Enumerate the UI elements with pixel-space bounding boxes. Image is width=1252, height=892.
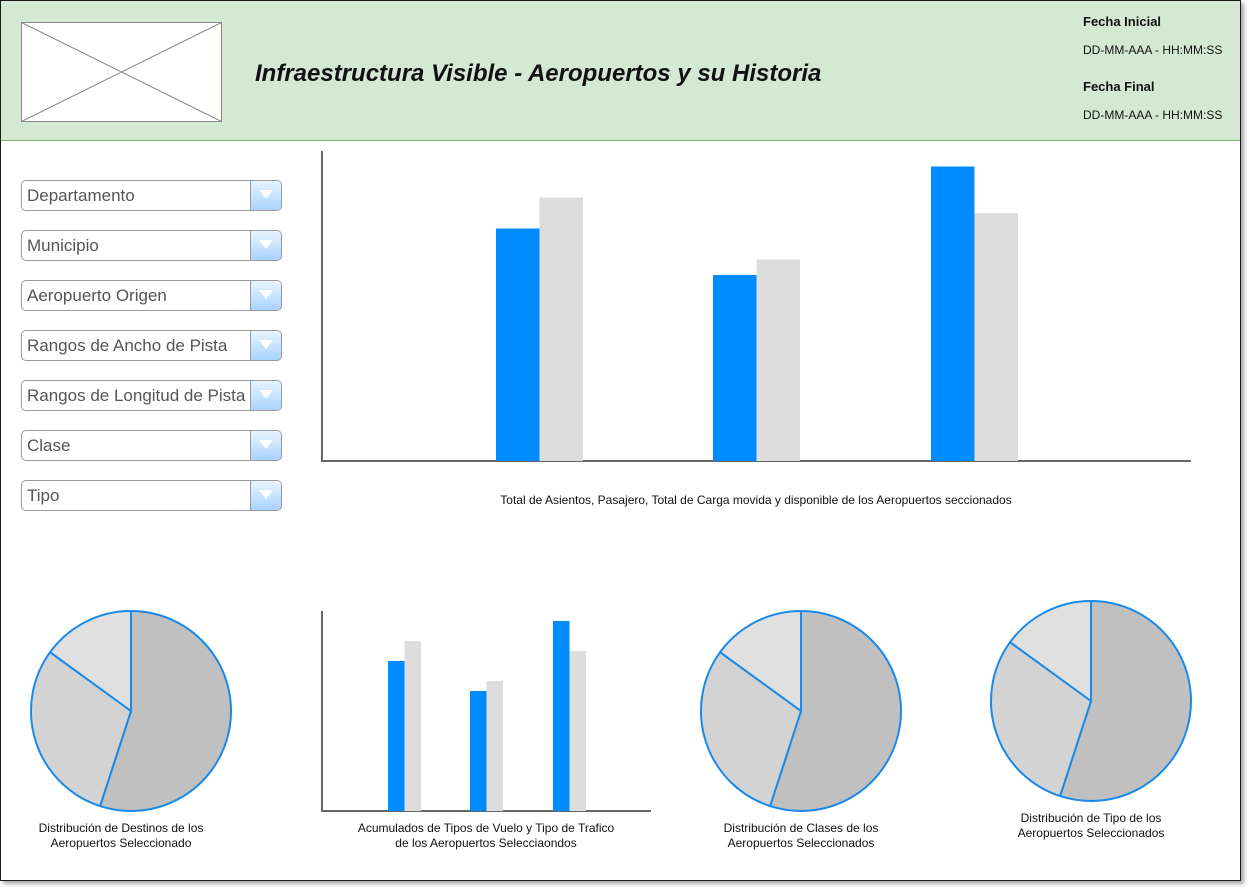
header-bar: Infraestructura Visible - Aeropuertos y …: [1, 1, 1240, 141]
clases-pie-slice-1: [768, 609, 902, 812]
tipo-pie-slice-3: [1008, 599, 1092, 703]
dropdown-label: Clase: [27, 436, 71, 455]
end-date-label: Fecha Final: [1083, 79, 1155, 94]
vuelo-bar-chart-bar-s2-c3: [569, 651, 586, 811]
vuelo-bar-chart-bar-s1-c3: [553, 621, 570, 811]
aeropuerto-origen-dropdown[interactable]: Aeropuerto Origen: [21, 280, 282, 311]
main-bar-chart-axis: [321, 151, 1191, 462]
charts-canvas: [30, 151, 1192, 812]
chevron-down-icon[interactable]: [250, 331, 281, 360]
dropdown-label: Tipo: [27, 486, 60, 505]
main-bar-chart-bar-s1-c3: [931, 166, 975, 461]
vuelo-bar-chart-bar-s1-c1: [388, 661, 405, 811]
clases-pie-caption: Distribución de Clases de los Aeropuerto…: [723, 821, 879, 850]
start-date-label: Fecha Inicial: [1083, 14, 1162, 29]
vuelo-bar-chart-bar-s2-c1: [404, 641, 421, 811]
chevron-down-icon[interactable]: [250, 381, 281, 410]
chevron-down-icon[interactable]: [250, 481, 281, 510]
tipo-pie-caption: Distribución de Tipo de los Aeropuertos …: [1017, 811, 1165, 840]
dropdown-label: Municipio: [27, 236, 99, 255]
municipio-dropdown[interactable]: Municipio: [21, 230, 282, 261]
dropdown-label: Rangos de Longitud de Pista: [27, 386, 246, 405]
app-window: Infraestructura Visible - Aeropuertos y …: [0, 0, 1241, 881]
clases-pie-slice-2: [700, 650, 803, 808]
main-bar-chart-bar-s2-c1: [539, 197, 583, 461]
chevron-down-icon[interactable]: [250, 181, 281, 210]
chevron-down-icon[interactable]: [250, 431, 281, 460]
tipo-pie-slice-2: [990, 640, 1093, 798]
vuelo-bar-chart-axis: [321, 611, 651, 812]
vuelo-bar-chart-bar-s1-c2: [470, 691, 487, 811]
departamento-dropdown[interactable]: Departamento: [21, 180, 282, 211]
destinos-pie-slice-3: [48, 609, 132, 713]
destinos-pie-slice-1: [98, 609, 232, 812]
ancho-pista-dropdown[interactable]: Rangos de Ancho de Pista: [21, 330, 282, 361]
vuelo-bar-chart-caption: Acumulados de Tipos de Vuelo y Tipo de T…: [357, 821, 615, 850]
tipo-pie-slice-1: [1058, 599, 1192, 802]
image-placeholder-icon: [21, 22, 222, 122]
clases-pie-slice-3: [718, 609, 802, 713]
main-bar-chart-bar-s2-c3: [974, 213, 1018, 461]
main-bar-chart-caption: Total de Asientos, Pasajero, Total de Ca…: [500, 493, 1012, 507]
start-date-value[interactable]: DD-MM-AAA - HH:MM:SS: [1083, 43, 1223, 57]
end-date-value[interactable]: DD-MM-AAA - HH:MM:SS: [1083, 108, 1223, 122]
main-bar-chart-bar-s1-c2: [713, 275, 757, 461]
vuelo-bar-chart-bar-s2-c2: [486, 681, 503, 811]
dropdown-label: Aeropuerto Origen: [27, 286, 167, 305]
destinos-pie-caption: Distribución de Destinos de los Aeropuer…: [38, 821, 204, 850]
clase-dropdown[interactable]: Clase: [21, 430, 282, 461]
dropdown-label: Departamento: [27, 186, 135, 205]
main-bar-chart-bar-s2-c2: [756, 259, 800, 461]
tipo-dropdown[interactable]: Tipo: [21, 480, 282, 511]
longitud-pista-dropdown[interactable]: Rangos de Longitud de Pista: [21, 380, 282, 411]
page-title: Infraestructura Visible - Aeropuertos y …: [255, 60, 822, 87]
main-bar-chart-bar-s1-c1: [496, 228, 540, 461]
chevron-down-icon[interactable]: [250, 281, 281, 310]
dropdown-label: Rangos de Ancho de Pista: [27, 336, 228, 355]
chevron-down-icon[interactable]: [250, 231, 281, 260]
destinos-pie-slice-2: [30, 650, 133, 808]
